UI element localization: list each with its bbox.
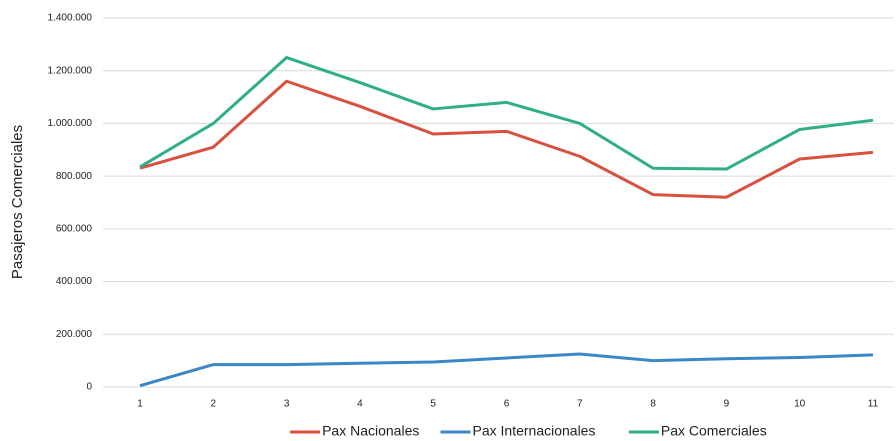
y-tick-label: 0 bbox=[86, 382, 92, 393]
x-tick-label: 3 bbox=[284, 399, 290, 410]
legend-label: Pax Internacionales bbox=[473, 423, 596, 439]
x-tick-label: 11 bbox=[868, 399, 879, 410]
y-tick-label: 1.200.000 bbox=[48, 65, 93, 76]
legend-label: Pax Comerciales bbox=[661, 423, 767, 439]
y-tick-label: 1.400.000 bbox=[48, 13, 93, 24]
x-tick-label: 8 bbox=[650, 399, 656, 410]
x-tick-label: 6 bbox=[504, 399, 510, 410]
x-tick-label: 7 bbox=[577, 399, 583, 410]
y-tick-label: 1.000.000 bbox=[48, 118, 93, 129]
y-tick-label: 600.000 bbox=[56, 223, 93, 234]
series-line bbox=[139, 56, 874, 171]
x-tick-label: 2 bbox=[211, 399, 217, 410]
x-tick-label: 9 bbox=[724, 399, 730, 410]
legend-label: Pax Nacionales bbox=[322, 423, 419, 439]
x-tick-label: 5 bbox=[430, 399, 436, 410]
x-tick-label: 1 bbox=[137, 399, 143, 410]
y-axis-title: Pasajeros Comerciales bbox=[9, 125, 26, 279]
x-tick-label: 10 bbox=[794, 399, 806, 410]
y-tick-label: 800.000 bbox=[56, 171, 93, 182]
y-tick-label: 200.000 bbox=[56, 329, 93, 340]
y-tick-label: 400.000 bbox=[56, 276, 93, 287]
series-line bbox=[139, 79, 874, 199]
x-tick-label: 4 bbox=[357, 399, 363, 410]
series-line bbox=[139, 352, 874, 388]
